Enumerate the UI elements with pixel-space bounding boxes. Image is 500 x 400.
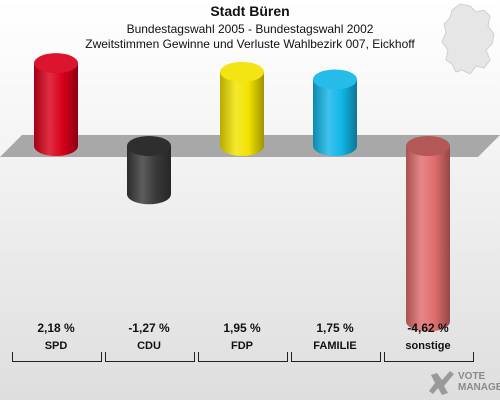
logo-line-2: MANAGER bbox=[458, 382, 500, 393]
value-label-spd: 2,18 % bbox=[37, 321, 75, 335]
chart-title: Stadt Büren bbox=[210, 3, 290, 19]
category-label-familie: FAMILIE bbox=[313, 340, 357, 352]
category-label-fdp: FDP bbox=[231, 340, 253, 352]
checkmark-x-icon bbox=[429, 371, 454, 395]
category-bracket bbox=[291, 352, 381, 362]
category-label-sonstige: sonstige bbox=[405, 340, 451, 352]
chart-description: Zweitstimmen Gewinne und Verluste Wahlbe… bbox=[85, 37, 415, 51]
value-label-cdu: -1,27 % bbox=[128, 321, 170, 335]
category-bracket bbox=[12, 352, 102, 362]
category-bracket bbox=[105, 352, 195, 362]
value-label-fdp: 1,95 % bbox=[223, 321, 261, 335]
chart-subtitle: Bundestagswahl 2005 - Bundestagswahl 200… bbox=[126, 22, 374, 36]
bar-spd bbox=[34, 53, 78, 156]
value-label-familie: 1,75 % bbox=[316, 321, 354, 335]
bar-familie bbox=[313, 69, 357, 156]
bar-sonstige bbox=[406, 136, 450, 332]
vote-manager-logo: VOTE MANAGER bbox=[428, 368, 500, 398]
value-label-sonstige: -4,62 % bbox=[407, 321, 449, 335]
category-label-cdu: CDU bbox=[137, 340, 161, 352]
germany-map-icon bbox=[441, 3, 495, 75]
logo-line-1: VOTE bbox=[458, 371, 486, 382]
category-bracket bbox=[198, 352, 288, 362]
bar-fdp bbox=[220, 61, 264, 156]
category-bracket bbox=[384, 352, 474, 362]
bar-cdu bbox=[127, 136, 171, 205]
category-label-spd: SPD bbox=[44, 340, 68, 352]
